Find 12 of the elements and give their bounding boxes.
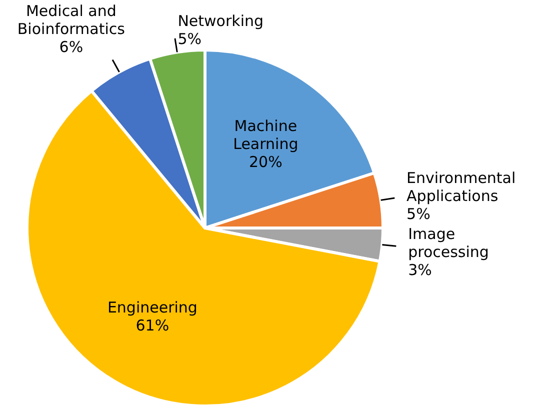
data-label: 20% <box>249 152 282 171</box>
data-label: 5% <box>406 205 430 224</box>
slice-label: Machine Learning <box>233 116 298 153</box>
data-label: 6% <box>59 38 84 56</box>
data-label: 61% <box>136 316 170 334</box>
data-label: 3% <box>408 261 432 280</box>
slice-label: Engineering <box>107 298 198 316</box>
slice-label: Medical and Bioinformatics <box>17 2 126 38</box>
slice-label: Image processing <box>408 225 489 262</box>
data-label: 5% <box>178 30 202 48</box>
slice-label: Environmental Applications <box>406 169 516 206</box>
slice-label: Networking <box>178 12 264 30</box>
